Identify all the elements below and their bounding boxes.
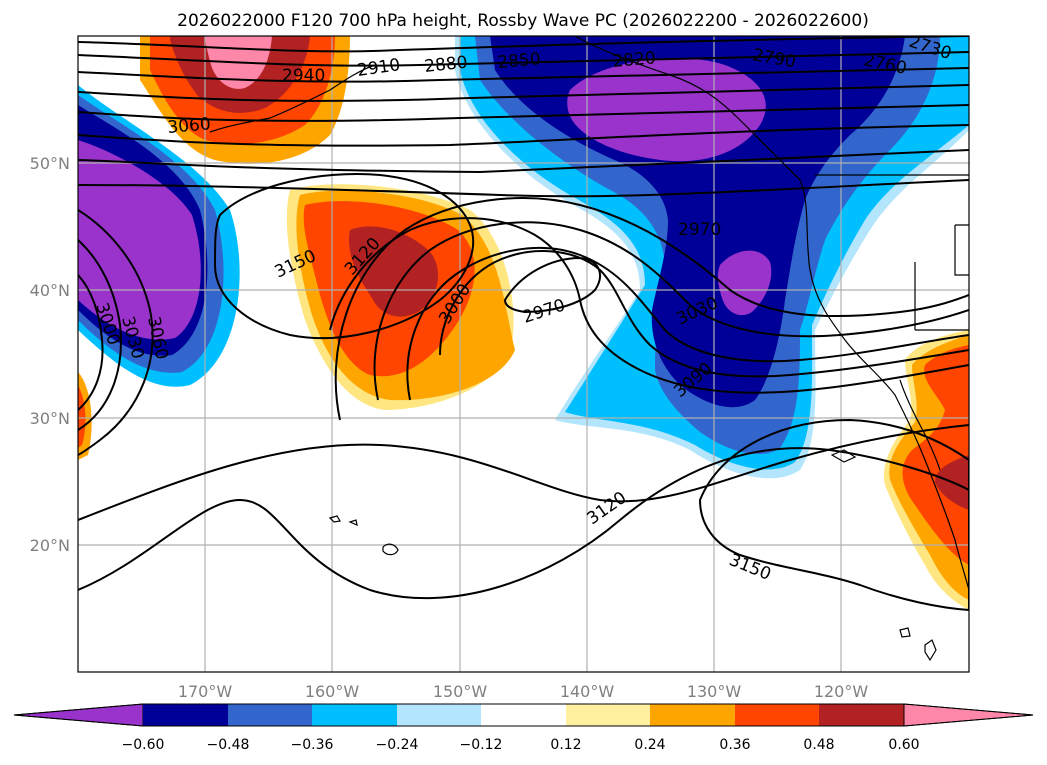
contour-label: 2940 — [282, 66, 325, 86]
map-panel: 3060 2940 2910 2880 2850 2820 2790 2760 … — [78, 36, 969, 672]
lon-tick-label: 150°W — [433, 682, 488, 701]
colorbar-tick-label: 0.60 — [888, 737, 919, 753]
map-frame — [77, 35, 970, 673]
shading-northeast-trough-core-south — [717, 250, 772, 316]
contour-label: 3060 — [167, 114, 212, 138]
colorbar-tick-label: −0.12 — [460, 737, 503, 753]
coastlines — [209, 36, 969, 662]
shading-southeast-dark — [902, 345, 969, 565]
lon-tick-label: 170°W — [178, 682, 233, 701]
shading-central-ridge-core — [349, 226, 439, 317]
colorbar-segment — [397, 704, 481, 726]
colorbar-outline — [13, 703, 1034, 727]
contour-label: 2880 — [423, 53, 468, 77]
colorbar-segment — [481, 704, 566, 726]
shading-west-edge-positive-core — [78, 385, 86, 448]
colorbar-segment — [735, 704, 819, 726]
lon-tick-label: 160°W — [305, 682, 360, 701]
contour-label: 2820 — [612, 48, 657, 72]
lon-tick-label: 120°W — [814, 682, 869, 701]
lon-tick-label: 130°W — [687, 682, 742, 701]
figure-title: 2026022000 F120 700 hPa height, Rossby W… — [177, 11, 869, 31]
contour-label: 2970 — [678, 220, 721, 240]
colorbar-tick-label: 0.48 — [803, 737, 834, 753]
lat-tick-label: 40°N — [30, 281, 70, 300]
colorbar-tick-label: 0.36 — [719, 737, 750, 753]
colorbar: −0.60 −0.48 −0.36 −0.24 −0.12 0.12 0.24 … — [13, 703, 1034, 753]
lat-tick-label: 50°N — [30, 154, 70, 173]
lat-axis: 50°N 40°N 30°N 20°N — [30, 154, 70, 555]
colorbar-tick-label: −0.48 — [207, 737, 250, 753]
colorbar-segment — [312, 704, 397, 726]
lon-axis: 170°W 160°W 150°W 140°W 130°W 120°W — [178, 682, 869, 701]
colorbar-segment — [566, 704, 650, 726]
height-contours — [78, 36, 969, 612]
lat-tick-label: 30°N — [30, 409, 70, 428]
colorbar-segment — [819, 704, 904, 726]
colorbar-tick-label: 0.24 — [634, 737, 665, 753]
colorbar-tick-label: −0.60 — [122, 737, 165, 753]
colorbar-segment — [143, 704, 228, 726]
shading-northeast-trough-core — [567, 58, 766, 162]
colorbar-extend-high — [903, 703, 1034, 727]
colorbar-tick-label: −0.36 — [291, 737, 334, 753]
colorbar-segment — [650, 704, 735, 726]
colorbar-tick-label: 0.12 — [550, 737, 581, 753]
lat-tick-label: 20°N — [30, 536, 70, 555]
colorbar-segment — [228, 704, 312, 726]
colorbar-extend-low — [13, 703, 144, 727]
contour-label: 2850 — [497, 49, 542, 73]
lon-tick-label: 140°W — [560, 682, 615, 701]
colorbar-tick-label: −0.24 — [376, 737, 419, 753]
